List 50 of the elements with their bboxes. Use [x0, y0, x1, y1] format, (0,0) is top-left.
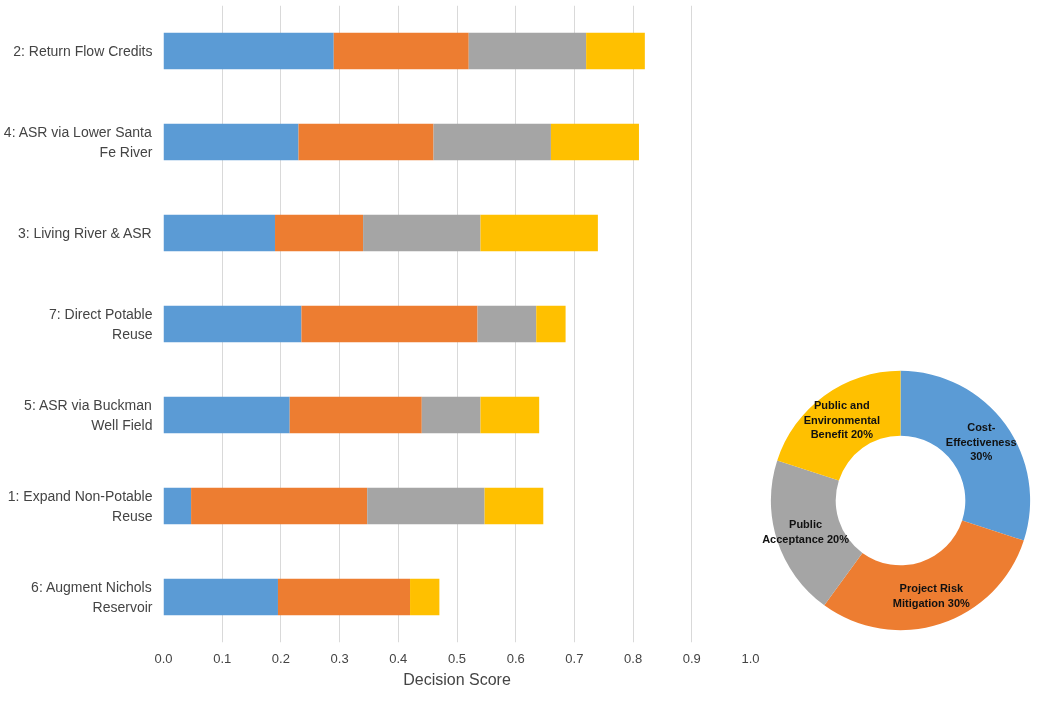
bar: [468, 32, 587, 70]
bar: [421, 396, 481, 434]
data-label: 30%: [970, 450, 993, 463]
x-tick-label: 0.7: [565, 650, 584, 666]
bar: [550, 123, 639, 161]
bar: [163, 578, 278, 616]
bar: [363, 214, 481, 252]
x-tick-label: 0.8: [624, 650, 643, 666]
bar: [433, 123, 551, 161]
y-tick-label: 4: ASR via Lower Santa Fe River: [3, 124, 153, 160]
y-tick-label: 1: Expand Non-Potable Reuse: [7, 488, 153, 524]
x-tick-label: 1.0: [741, 650, 760, 666]
bar: [191, 487, 368, 525]
x-tick-label: 0.4: [389, 650, 408, 666]
bar: [480, 214, 598, 252]
x-tick-label: 0.0: [154, 650, 173, 666]
bar: [586, 32, 645, 70]
slice-label: Cost-Effectiveness: [945, 421, 1017, 448]
bar: [480, 396, 540, 434]
x-tick-label: 0.1: [213, 650, 232, 666]
x-tick-label: 0.9: [682, 650, 701, 666]
bar: [163, 305, 302, 343]
x-axis-title: Decision Score: [403, 670, 511, 688]
bar: [484, 487, 544, 525]
x-tick-label: 0.6: [506, 650, 525, 666]
bar: [275, 214, 364, 252]
bar: [163, 487, 192, 525]
bar: [163, 214, 276, 252]
y-tick-label: 6: Augment Nichols Reservoir: [31, 579, 153, 615]
bar: [298, 123, 434, 161]
slice-label: Project Risk Mitigation 30%: [892, 582, 971, 609]
bar: [163, 32, 334, 70]
bar: [301, 305, 478, 343]
y-tick-label: 2: Return Flow Credits: [13, 43, 153, 59]
bar: [289, 396, 422, 434]
slice-label: Public and Environmental Benefit 20%: [803, 399, 881, 441]
y-tick-label: 7: Direct Potable Reuse: [49, 306, 153, 342]
bar: [163, 396, 290, 434]
y-tick-label: 5: ASR via Buckman Well Field: [24, 397, 153, 433]
bar: [477, 305, 537, 343]
bar: [367, 487, 485, 525]
bar: [536, 305, 566, 343]
bar: [163, 123, 299, 161]
x-tick-label: 0.3: [330, 650, 349, 666]
x-tick-label: 0.2: [271, 650, 290, 666]
bar: [277, 578, 411, 616]
x-tick-label: 0.5: [447, 650, 467, 666]
bar: [333, 32, 469, 70]
y-tick-label: 3: Living River & ASR: [17, 225, 152, 241]
bar: [410, 578, 440, 616]
